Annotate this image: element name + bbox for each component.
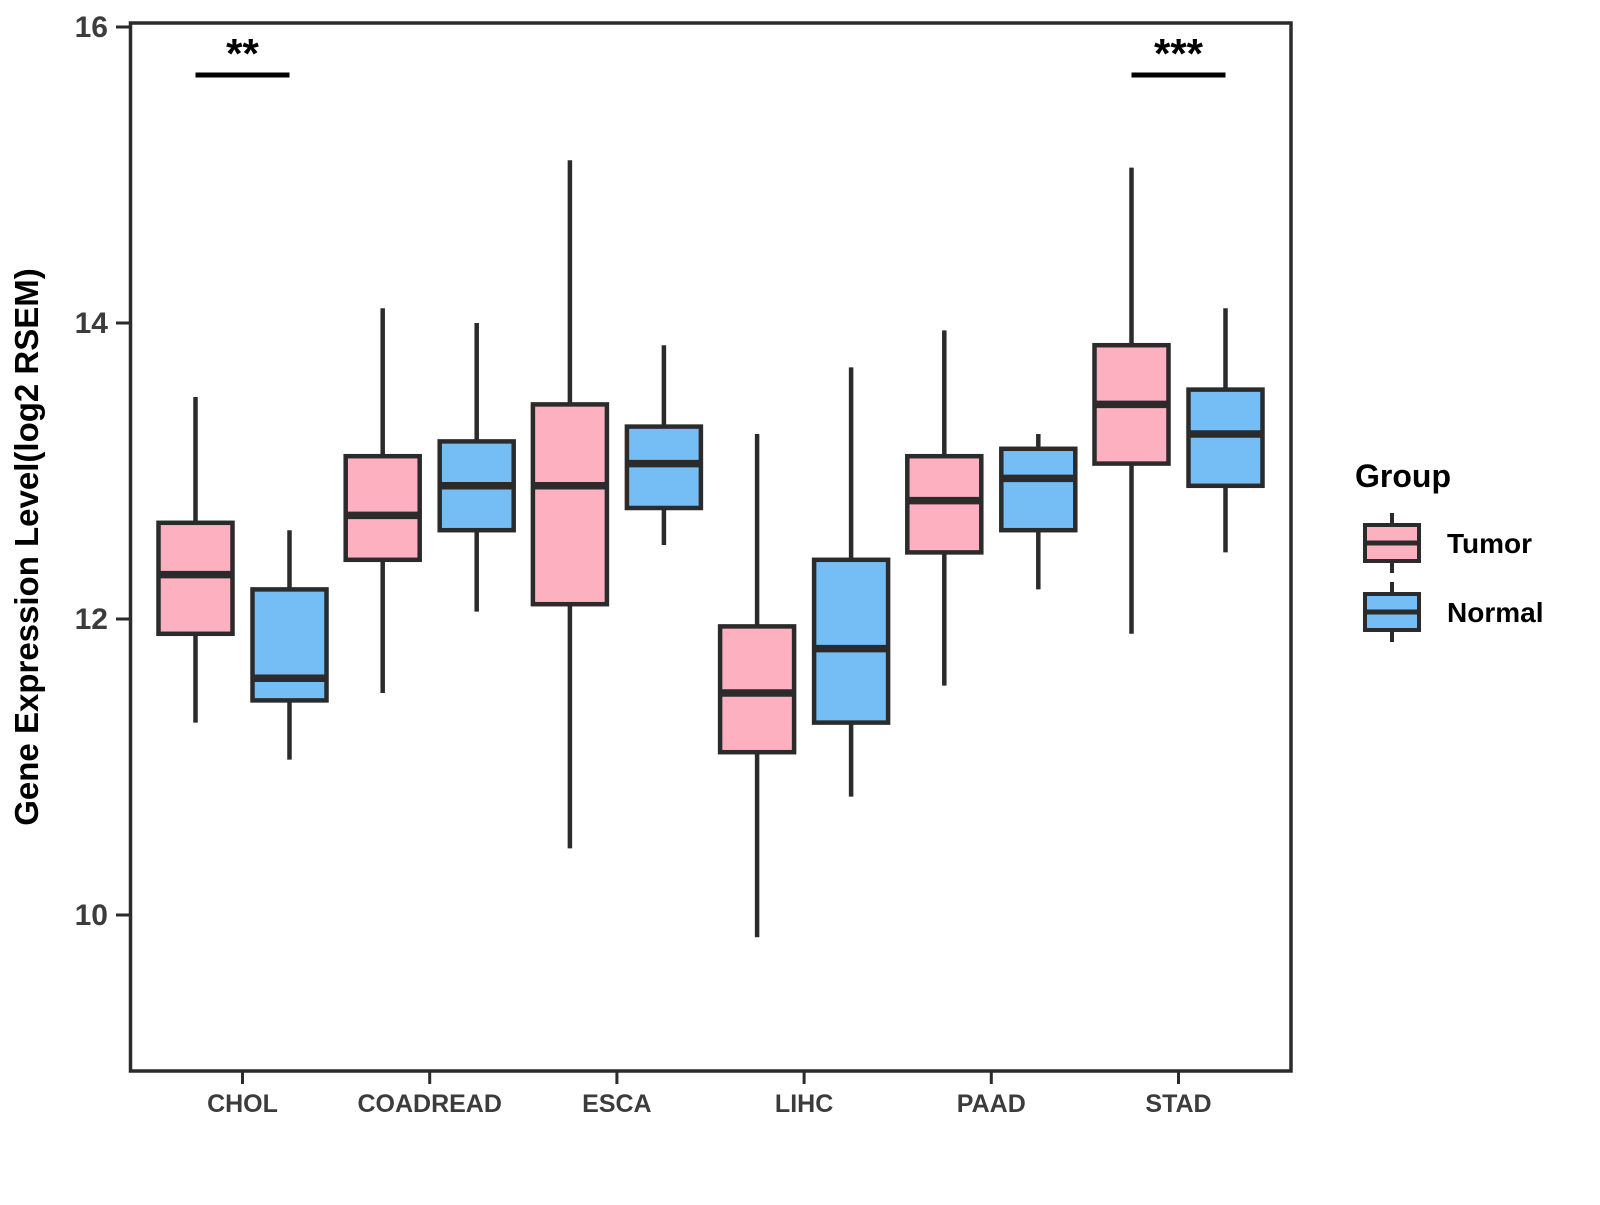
box-chol-normal (250, 530, 329, 760)
significance-stars: ** (226, 30, 259, 77)
y-tick-label: 10 (75, 899, 108, 932)
box-lihc-normal (811, 367, 891, 797)
box-stad-normal (1186, 308, 1265, 553)
box-paad-normal (999, 434, 1078, 590)
iqr-box (530, 402, 610, 607)
panel-border (128, 21, 1293, 1073)
legend-key-tumor (1363, 513, 1421, 573)
box-lihc-tumor (717, 434, 797, 938)
x-tick-label-paad: PAAD (957, 1090, 1026, 1118)
x-tick-label-lihc: LIHC (775, 1090, 833, 1118)
iqr-box (250, 587, 329, 703)
x-tick-label-coadread: COADREAD (357, 1090, 501, 1118)
y-tick-label: 14 (75, 307, 109, 340)
legend-title: Group (1355, 458, 1451, 494)
box-paad-tumor (905, 330, 984, 686)
legend-key-normal (1363, 582, 1421, 642)
legend-label-normal: Normal (1447, 597, 1543, 628)
significance-stars: *** (1154, 30, 1204, 77)
y-tick-label: 12 (75, 603, 108, 636)
legend-keys (1363, 513, 1421, 642)
x-tick-label-chol: CHOL (207, 1090, 278, 1118)
box-stad-tumor (1092, 167, 1171, 634)
box-coadread-tumor (343, 308, 422, 693)
x-tick-label-esca: ESCA (582, 1090, 651, 1118)
box-esca-normal (624, 345, 704, 545)
y-axis-title: Gene Expression Level(log2 RSEM) (8, 268, 45, 826)
significance-chol: ** (195, 30, 290, 78)
y-tick-label: 16 (75, 11, 108, 44)
box-coadread-normal (437, 323, 516, 612)
legend-label-tumor: Tumor (1447, 528, 1532, 559)
x-tick-label-stad: STAD (1145, 1090, 1211, 1118)
legend: Group Tumor Normal (1355, 458, 1543, 642)
box-esca-tumor (530, 160, 610, 849)
iqr-box (999, 446, 1078, 533)
box-chol-tumor (156, 397, 235, 723)
iqr-box (811, 557, 891, 725)
significance-stad: *** (1131, 30, 1226, 78)
iqr-box (343, 453, 422, 563)
